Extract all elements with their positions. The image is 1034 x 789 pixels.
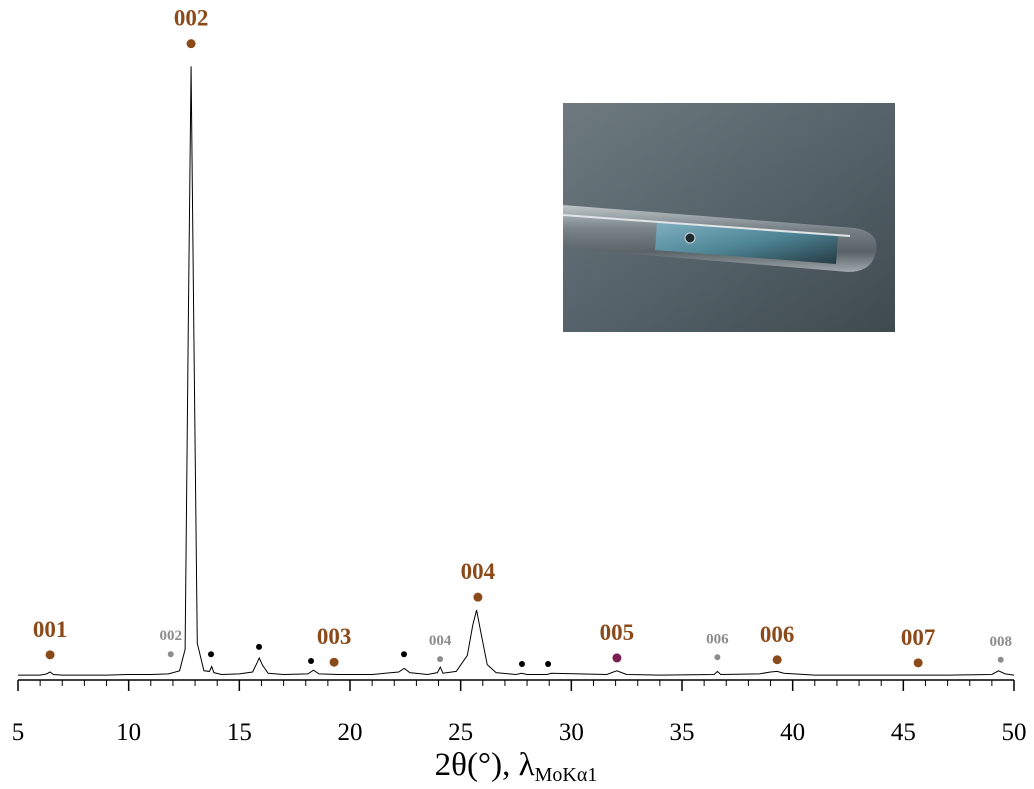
x-tick-label: 15 — [227, 719, 252, 746]
peak-marker — [772, 655, 782, 665]
x-axis-title-main: 2θ(°), λ — [435, 747, 535, 783]
peak-label: 004 — [461, 559, 496, 584]
peak-marker — [186, 39, 196, 49]
x-tick-label: 35 — [670, 719, 695, 746]
x-tick-label: 45 — [891, 719, 916, 746]
peak-marker — [308, 657, 315, 664]
x-axis-title-subscript: MoKα1 — [535, 764, 598, 786]
peak-marker — [437, 656, 444, 663]
peak-marker — [45, 650, 55, 660]
peak-label: 008 — [989, 634, 1012, 650]
peak-label: 002 — [159, 628, 182, 644]
peak-marker — [208, 651, 215, 658]
peak-marker — [545, 661, 552, 668]
x-axis-title: 2θ(°), λMoKα1 — [435, 747, 598, 786]
peak-label: 005 — [600, 620, 635, 645]
peak-marker — [473, 592, 483, 602]
peak-marker — [997, 656, 1004, 663]
x-tick-label: 40 — [780, 719, 805, 746]
peak-marker — [612, 653, 622, 663]
peak-label: 006 — [760, 622, 795, 647]
x-tick-label: 20 — [338, 719, 363, 746]
peak-marker — [714, 654, 721, 661]
x-tick-label: 5 — [12, 719, 25, 746]
inset-photo — [562, 103, 895, 332]
peak-label: 007 — [901, 625, 936, 650]
peak-marker — [329, 657, 339, 667]
peak-label: 004 — [429, 633, 452, 649]
x-tick-label: 30 — [559, 719, 584, 746]
peak-marker — [167, 651, 174, 658]
x-tick-label: 10 — [116, 719, 141, 746]
peak-label: 001 — [33, 617, 68, 642]
peak-label: 003 — [317, 624, 352, 649]
peak-marker — [401, 651, 408, 658]
peak-label: 002 — [174, 6, 209, 31]
peak-marker — [913, 658, 923, 668]
x-tick-label: 25 — [448, 719, 473, 746]
peak-marker — [256, 643, 263, 650]
peak-label: 006 — [706, 631, 729, 647]
peak-marker — [518, 661, 525, 668]
plot-area: 5 10 15 20 25 30 35 40 45 50 001 002 003 004 005 006 007… — [12, 6, 1027, 746]
data-line — [18, 66, 1015, 676]
x-tick-label: 50 — [1002, 719, 1027, 746]
